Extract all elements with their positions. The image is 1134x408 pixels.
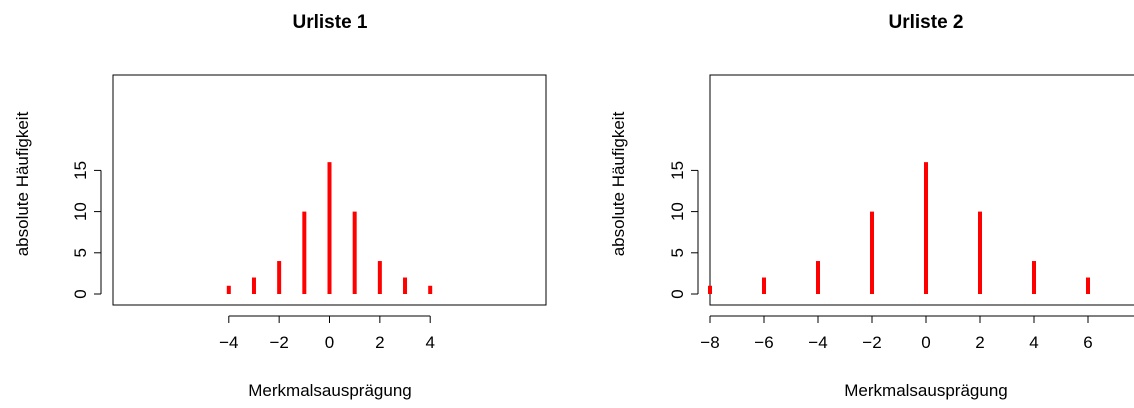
bar	[302, 211, 307, 294]
chart-title: Urliste 2	[889, 12, 964, 33]
x-tick-label: −2	[269, 333, 288, 352]
bar	[403, 277, 408, 294]
bar	[708, 285, 712, 294]
y-tick-label: 15	[668, 161, 687, 180]
x-tick-label: −6	[754, 333, 773, 352]
x-tick-label: −4	[219, 333, 238, 352]
y-axis-label: absolute Häufigkeit	[13, 111, 32, 256]
bar	[762, 277, 766, 294]
x-tick-label: 0	[325, 333, 334, 352]
x-tick-label: 4	[425, 333, 434, 352]
y-axis-label: absolute Häufigkeit	[609, 111, 628, 256]
x-tick-label: 2	[975, 333, 984, 352]
bar	[327, 162, 332, 294]
x-tick-label: −2	[862, 333, 881, 352]
bar	[978, 211, 982, 294]
bar	[377, 261, 382, 294]
y-tick-label: 10	[71, 202, 90, 221]
y-tick-label: 0	[71, 289, 90, 298]
bar	[924, 162, 928, 294]
y-tick-label: 5	[71, 248, 90, 257]
chart-urliste-2: Urliste 2 absolute Häufigkeit Merkmalsau…	[609, 12, 1134, 400]
bar	[870, 211, 874, 294]
x-tick-label: 4	[1029, 333, 1038, 352]
bar	[816, 261, 820, 294]
plot-frame	[709, 74, 1134, 306]
chart-urliste-1: Urliste 1 absolute Häufigkeit Merkmalsau…	[13, 12, 547, 400]
bar	[428, 285, 433, 294]
x-tick-label: −8	[700, 333, 719, 352]
plot-frame	[112, 74, 547, 306]
x-axis-label: Merkmalsausprägung	[844, 381, 1007, 400]
x-tick-label: 2	[375, 333, 384, 352]
x-tick-label: 0	[921, 333, 930, 352]
chart-title: Urliste 1	[293, 12, 368, 33]
bar	[1086, 277, 1090, 294]
x-tick-label: 6	[1083, 333, 1092, 352]
y-tick-label: 0	[668, 289, 687, 298]
y-tick-label: 15	[71, 161, 90, 180]
y-tick-label: 10	[668, 202, 687, 221]
bar	[277, 261, 282, 294]
y-tick-label: 5	[668, 248, 687, 257]
bar	[1032, 261, 1036, 294]
x-axis-label: Merkmalsausprägung	[248, 381, 411, 400]
bar	[226, 285, 231, 294]
bar	[251, 277, 256, 294]
bar	[352, 211, 357, 294]
x-tick-label: −4	[808, 333, 827, 352]
